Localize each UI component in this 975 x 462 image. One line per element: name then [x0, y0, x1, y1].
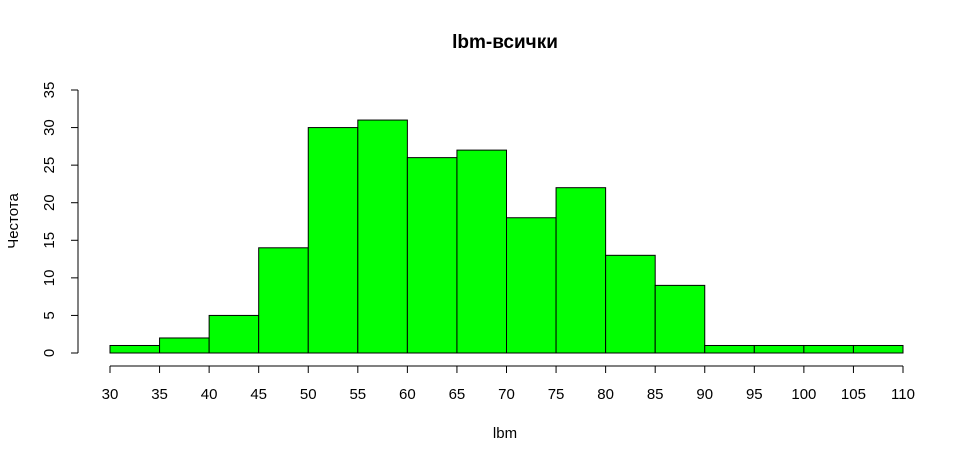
histogram-bar-70-75: [506, 217, 557, 354]
y-tick-label: 10: [41, 270, 58, 287]
x-tick-label: 45: [250, 386, 267, 403]
histogram-bar-30-35: [109, 344, 161, 354]
x-tick-label: 65: [449, 386, 466, 403]
histogram-bar-55-60: [357, 119, 408, 354]
chart-title: lbm-всички: [452, 32, 558, 53]
x-axis-label: lbm: [493, 425, 517, 442]
histogram-bar-45-50: [258, 247, 309, 354]
x-tick-label: 50: [300, 386, 317, 403]
x-tick-label: 85: [647, 386, 664, 403]
y-tick-label: 20: [41, 194, 58, 211]
x-tick-label: 75: [548, 386, 565, 403]
y-tick-label: 15: [41, 232, 58, 249]
y-tick-label: 0: [41, 349, 58, 357]
y-axis-label: Честота: [5, 193, 22, 249]
histogram-bar-75-80: [555, 187, 607, 354]
x-tick-label: 80: [597, 386, 614, 403]
x-tick-label: 100: [791, 386, 816, 403]
x-tick-label: 90: [696, 386, 713, 403]
bars-group: [109, 119, 904, 354]
y-tick-label: 30: [41, 119, 58, 136]
histogram-bar-65-70: [456, 149, 507, 354]
x-tick-label: 30: [102, 386, 119, 403]
histogram-bar-95-100: [753, 344, 805, 354]
histogram-bar-40-45: [208, 314, 260, 354]
histogram-bar-50-55: [307, 127, 359, 354]
histogram-bar-100-105: [803, 344, 854, 354]
x-tick-label: 60: [399, 386, 416, 403]
histogram-bar-85-90: [654, 284, 706, 354]
x-tick-label: 70: [498, 386, 515, 403]
y-tick-label: 5: [41, 311, 58, 319]
histogram-bar-35-40: [159, 337, 210, 354]
x-tick-label: 40: [201, 386, 218, 403]
x-tick-label: 55: [349, 386, 366, 403]
x-tick-label: 110: [891, 386, 915, 403]
histogram-bar-105-110: [852, 344, 904, 354]
x-axis: 30 35 40 45 50 55 60 65 70 75 80 85 90 95 100 105 110: [102, 365, 915, 403]
x-tick-label: 105: [841, 386, 866, 403]
x-tick-label: 95: [746, 386, 763, 403]
histogram-bar-60-65: [406, 157, 458, 354]
x-tick-label: 35: [151, 386, 168, 403]
y-tick-label: 35: [41, 82, 58, 99]
y-axis: 0 5 10 15 20 25 30 35: [41, 82, 79, 357]
histogram-bar-80-85: [605, 254, 656, 354]
y-tick-label: 25: [41, 157, 58, 174]
histogram-bar-90-95: [704, 344, 755, 354]
